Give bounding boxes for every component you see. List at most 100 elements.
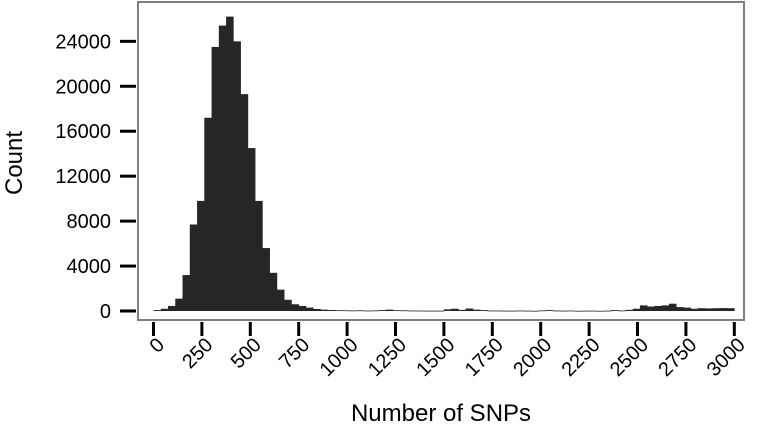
y-tick-label: 20000 — [55, 76, 111, 98]
histogram-bar — [625, 309, 633, 312]
histogram-bar — [698, 308, 706, 312]
histogram-bar — [218, 25, 227, 312]
histogram-bars — [153, 16, 735, 312]
histogram-bar — [668, 303, 677, 312]
histogram-bar — [182, 275, 191, 312]
x-tick-label: 1750 — [461, 334, 508, 381]
histogram-bar — [298, 305, 307, 312]
histogram-bar — [284, 299, 292, 312]
histogram-bar — [429, 310, 437, 312]
histogram-bar — [247, 148, 256, 312]
histogram-bar — [175, 298, 183, 312]
histogram-bar — [639, 305, 648, 312]
y-tick-label: 16000 — [55, 121, 111, 143]
histogram-bar — [160, 308, 169, 312]
histogram-bar — [443, 309, 452, 312]
histogram-bar — [719, 308, 728, 312]
y-tick-label: 8000 — [67, 211, 112, 233]
histogram-bar — [233, 41, 241, 312]
plot-frame — [137, 1, 745, 321]
x-tick-label: 2500 — [606, 334, 653, 381]
histogram-bar — [226, 16, 234, 312]
histogram-bar — [610, 310, 619, 312]
histogram-bar — [727, 308, 735, 312]
x-tick-label: 1500 — [412, 334, 459, 381]
histogram-bar — [349, 310, 358, 312]
histogram-bar — [414, 310, 423, 312]
histogram-bar — [560, 310, 568, 312]
histogram-bar — [567, 310, 575, 312]
histogram-bar — [356, 310, 365, 312]
histogram-bar — [458, 309, 466, 312]
histogram-bar — [342, 310, 350, 312]
histogram-bar — [516, 310, 525, 312]
histogram-bar — [494, 310, 503, 312]
histogram-bar — [661, 305, 670, 312]
histogram-bar — [487, 310, 496, 312]
x-tick-label: 1250 — [364, 334, 411, 381]
histogram-bar — [574, 310, 583, 312]
histogram-bar — [407, 310, 416, 312]
histogram-bar — [378, 310, 387, 312]
histogram-bar — [327, 310, 336, 312]
histogram-bar — [451, 308, 459, 312]
histogram-bar — [291, 304, 299, 312]
x-axis-title: Number of SNPs — [351, 400, 531, 427]
histogram-bar — [364, 310, 372, 312]
histogram-bar — [255, 200, 263, 312]
histogram-bar — [501, 310, 510, 312]
histogram-bar — [538, 310, 546, 312]
histogram-bar — [436, 310, 445, 312]
histogram-bar — [269, 272, 278, 312]
x-tick-label: 750 — [275, 334, 314, 373]
histogram-bar — [320, 309, 329, 312]
y-tick-label: 24000 — [55, 31, 111, 53]
histogram-bar — [596, 310, 604, 312]
x-tick-label: 2000 — [509, 334, 556, 381]
histogram-bar — [480, 310, 488, 312]
histogram-bar — [204, 117, 212, 312]
histogram-bar — [589, 310, 597, 312]
x-axis: 0 250 500 750 1000 1250 1500 1750 2000 2250 2500 27… — [146, 322, 750, 381]
histogram-bar — [523, 310, 532, 312]
histogram-bar — [197, 200, 205, 312]
y-tick-label: 0 — [100, 301, 111, 323]
y-tick-label: 4000 — [67, 256, 112, 278]
x-tick-label: 250 — [178, 334, 217, 373]
y-axis-title: Count — [1, 131, 28, 195]
histogram-bar — [531, 310, 539, 312]
x-tick-label: 1000 — [316, 334, 363, 381]
histogram-bar — [690, 308, 699, 312]
y-tick-label: 12000 — [55, 166, 111, 188]
histogram-bar — [603, 310, 612, 312]
histogram-bar — [683, 307, 692, 312]
histogram-bar — [393, 310, 401, 312]
histogram-bar — [647, 306, 655, 312]
histogram-bar — [618, 310, 626, 312]
x-tick-label: 2250 — [558, 334, 605, 381]
histogram-bar — [654, 305, 663, 312]
x-tick-label: 0 — [146, 334, 169, 357]
x-tick-label: 500 — [227, 334, 266, 373]
histogram-bar — [385, 309, 394, 312]
histogram-bar — [400, 310, 408, 312]
histogram-bar — [313, 308, 321, 312]
histogram-bar — [472, 309, 481, 312]
histogram-bar — [211, 46, 220, 312]
x-tick-label: 2750 — [654, 334, 701, 381]
histogram-bar — [552, 310, 561, 312]
histogram-bar — [189, 224, 198, 312]
histogram-bar — [153, 310, 162, 312]
histogram-bar — [262, 248, 270, 312]
histogram-bar — [705, 308, 713, 312]
histogram-bar — [371, 310, 379, 312]
histogram-bar — [276, 289, 285, 312]
y-axis: 0 4000 8000 12000 16000 20000 24000 — [55, 31, 136, 323]
histogram-bar — [335, 310, 343, 312]
histogram-bar — [676, 307, 684, 312]
histogram-bar — [422, 310, 430, 312]
histogram-bar — [465, 308, 474, 312]
histogram-bar — [305, 307, 314, 312]
x-tick-label: 3000 — [703, 334, 750, 381]
